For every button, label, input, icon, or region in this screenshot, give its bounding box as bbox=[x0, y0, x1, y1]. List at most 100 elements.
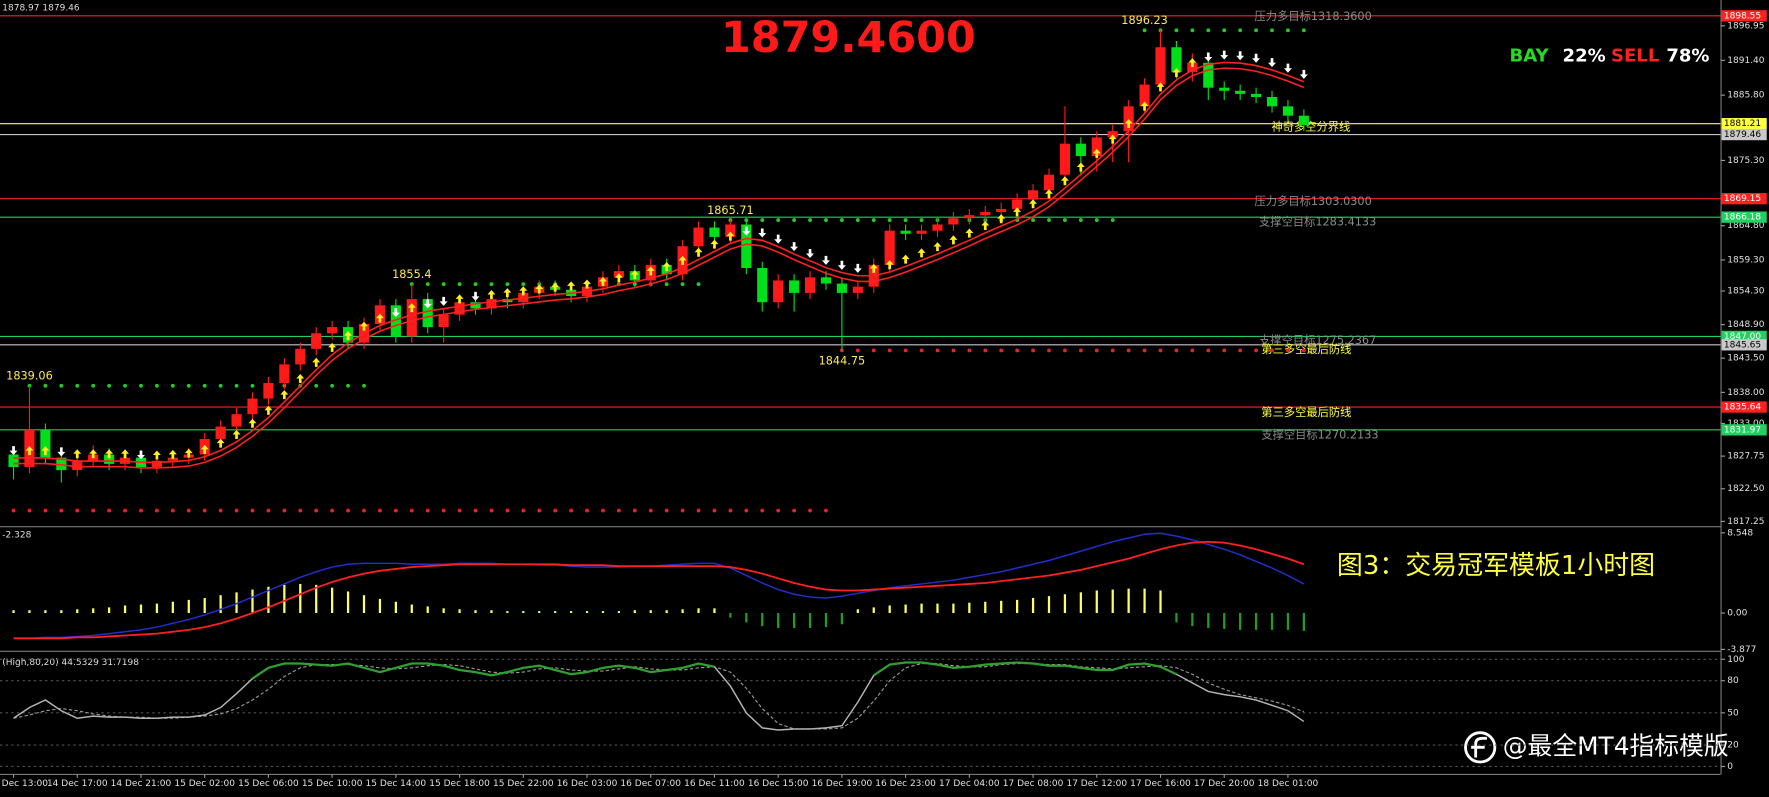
level-box bbox=[1721, 330, 1767, 343]
level-dot bbox=[11, 508, 16, 513]
y-tick-label: 8.548 bbox=[1727, 528, 1753, 538]
candle-body bbox=[151, 460, 162, 467]
signal-arrow bbox=[184, 448, 193, 458]
level-dot bbox=[107, 508, 112, 513]
signal-arrow bbox=[503, 288, 512, 298]
level-dot bbox=[839, 218, 844, 222]
y-tick-label: 1848.90 bbox=[1727, 320, 1765, 330]
signal-arrow bbox=[152, 450, 161, 460]
signal-arrow bbox=[614, 273, 623, 283]
level-dot bbox=[1238, 28, 1243, 33]
level-label: 1869.15 bbox=[1724, 194, 1761, 204]
y-tick-label: 1854.30 bbox=[1727, 287, 1765, 297]
level-dot bbox=[27, 508, 32, 513]
level-dot bbox=[218, 508, 223, 513]
level-dot bbox=[154, 508, 159, 513]
signal-arrow bbox=[232, 429, 241, 439]
candle-body bbox=[884, 230, 895, 265]
level-box bbox=[1721, 128, 1767, 141]
y-tick-label: -3.877 bbox=[1727, 645, 1756, 655]
signal-arrow bbox=[121, 449, 129, 459]
level-dot bbox=[393, 508, 398, 513]
level-dot bbox=[1174, 348, 1179, 353]
level-box bbox=[1721, 10, 1767, 22]
candle-body bbox=[789, 280, 800, 293]
signal-arrow bbox=[1140, 101, 1149, 111]
level-dot bbox=[330, 508, 335, 513]
level-dot bbox=[680, 508, 685, 513]
candle-body bbox=[104, 454, 115, 464]
level-dot bbox=[824, 508, 828, 513]
level-dot bbox=[425, 282, 430, 287]
level-dot bbox=[170, 508, 175, 513]
y-tick-label: 1833.00 bbox=[1727, 419, 1765, 429]
x-tick-label: 15 Dec 14:00 bbox=[366, 779, 427, 789]
x-tick-label: 16 Dec 19:00 bbox=[812, 779, 873, 789]
y-tick-label: 1885.80 bbox=[1727, 91, 1765, 101]
candle-body bbox=[1187, 62, 1198, 73]
signal-arrow bbox=[1204, 52, 1213, 62]
peak-label: 1855.4 bbox=[392, 268, 431, 281]
x-tick-label: 16 Dec 03:00 bbox=[557, 779, 618, 789]
level-dot bbox=[999, 348, 1004, 353]
candle-body bbox=[167, 457, 178, 461]
level-dot bbox=[1190, 348, 1195, 353]
level-dot bbox=[234, 383, 239, 388]
level-dot bbox=[1110, 218, 1115, 222]
level-dot bbox=[903, 348, 908, 353]
signal-arrow bbox=[168, 449, 177, 459]
level-label: 1866.18 bbox=[1724, 213, 1762, 223]
candle-body bbox=[996, 208, 1007, 213]
level-dot bbox=[234, 508, 239, 513]
candle-body bbox=[1251, 93, 1262, 98]
level-label: 1835.64 bbox=[1724, 403, 1762, 413]
level-dot bbox=[1206, 28, 1211, 33]
signal-arrow bbox=[551, 282, 560, 292]
x-tick-label: Dec 13:00 bbox=[2, 779, 49, 789]
level-dot bbox=[91, 508, 96, 513]
level-dot bbox=[744, 218, 749, 222]
signal-arrow bbox=[790, 242, 799, 252]
candle-body bbox=[454, 302, 465, 315]
signal-arrow bbox=[280, 390, 289, 400]
signal-arrow bbox=[1268, 58, 1276, 68]
candle-body bbox=[1203, 62, 1214, 88]
x-tick-label: 14 Dec 21:00 bbox=[111, 779, 172, 789]
ma-line bbox=[13, 61, 1305, 464]
level-dot bbox=[521, 282, 526, 287]
level-dot bbox=[1094, 218, 1099, 222]
signal-arrow bbox=[933, 242, 942, 252]
signal-arrow bbox=[981, 220, 990, 231]
level-dot bbox=[186, 383, 191, 388]
level-dot bbox=[314, 383, 319, 388]
level-dot bbox=[314, 508, 319, 513]
signal-arrow bbox=[200, 444, 209, 454]
level-dot bbox=[1063, 218, 1067, 222]
candle-body bbox=[72, 460, 83, 471]
annotation: 支撑空目标1283.4133 bbox=[1259, 214, 1376, 228]
signal-arrow bbox=[1283, 63, 1292, 73]
level-dot bbox=[632, 508, 637, 513]
level-label: 1847.00 bbox=[1724, 332, 1762, 342]
signal-arrow bbox=[455, 294, 464, 304]
level-dot bbox=[59, 508, 64, 513]
x-tick-label: 15 Dec 02:00 bbox=[174, 779, 235, 789]
level-dot bbox=[266, 508, 271, 513]
level-dot bbox=[951, 348, 956, 353]
signal-arrow bbox=[264, 405, 273, 415]
level-dot bbox=[1094, 348, 1099, 353]
candle-body bbox=[311, 333, 322, 349]
sentiment-label: SELL bbox=[1611, 45, 1659, 66]
level-dot bbox=[378, 508, 382, 513]
candle-body bbox=[390, 305, 401, 337]
level-dot bbox=[1190, 28, 1195, 33]
level-dot bbox=[457, 508, 462, 513]
y-tick-label: 0 bbox=[1727, 762, 1733, 772]
signal-arrow bbox=[216, 438, 225, 448]
level-dot bbox=[760, 218, 765, 222]
annotation: 压力多目标1318.3600 bbox=[1255, 9, 1372, 23]
candle-body bbox=[327, 327, 338, 334]
signal-arrow bbox=[57, 447, 66, 457]
level-dot bbox=[298, 508, 303, 513]
